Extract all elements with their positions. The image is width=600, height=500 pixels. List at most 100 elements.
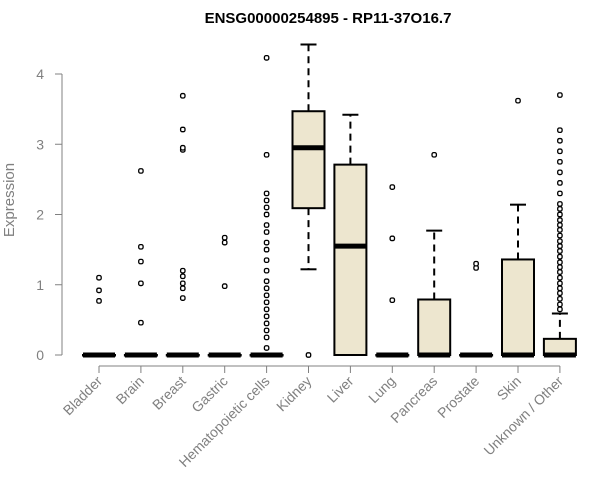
y-tick-label: 1 [36,277,44,293]
box-group [207,234,242,358]
box-group [375,184,410,358]
box-group [291,43,326,358]
box-group [542,92,577,358]
outlier-point [179,273,186,280]
outlier-point [263,313,270,320]
y-tick-label: 4 [36,66,44,82]
outlier-point [263,299,270,306]
outlier-point [263,292,270,299]
outlier-point [557,280,563,287]
box [291,110,326,210]
outlier-point [557,169,563,176]
outlier-point [557,285,563,292]
box [417,298,452,357]
outlier-point [557,211,563,218]
outlier-point [389,297,396,304]
outlier-point [263,222,270,228]
y-tick-label: 0 [36,347,44,363]
outlier-point [263,345,270,351]
y-axis-label: Expression [1,163,18,237]
boxes-layer [82,43,577,358]
outlier-point [179,144,186,151]
outlier-point [557,217,563,223]
outlier-point [389,184,396,190]
outlier-point [557,148,563,155]
outlier-point [96,298,102,304]
x-tick-label: Pancreas [387,373,440,426]
box-group [123,168,158,358]
x-tick-label: Brain [113,373,147,407]
outlier-point [138,319,144,326]
x-tick-label: Breast [149,373,189,413]
outlier-point [263,190,270,197]
x-tick-label: Kidney [273,373,315,415]
outlier-point [263,211,270,218]
outlier-point [557,190,563,197]
outlier-point [96,274,102,281]
outlier-point [557,206,563,212]
outlier-point [263,278,270,285]
box-group [459,260,494,358]
box-group [249,54,284,358]
outlier-point [557,243,563,249]
outlier-point [557,259,563,266]
outlier-point [557,253,563,260]
outlier-point [263,320,270,327]
outlier-point [557,201,563,207]
outlier-point [557,222,563,228]
outlier-point [557,227,563,233]
outlier-point [557,306,563,313]
y-axis: 0 1 2 3 4 [36,66,63,363]
outlier-point [305,352,312,358]
box-group [501,97,535,358]
outlier-point [557,137,563,144]
outlier-point [96,287,102,294]
box-group [165,92,200,358]
outlier-point [557,238,563,245]
outlier-point [263,267,270,274]
outlier-point [221,239,228,246]
outlier-point [138,168,144,174]
outlier-point [557,264,563,271]
outlier-point [263,246,270,253]
outlier-point [263,197,270,204]
box-group [82,274,116,358]
outlier-point [263,334,270,341]
outlier-point [557,274,563,281]
outlier-point [263,204,270,211]
outlier-point [138,243,144,250]
outlier-point [557,127,563,134]
outlier-point [179,280,186,287]
outlier-point [473,260,479,267]
box-group [333,113,368,356]
outlier-point [557,269,563,275]
outlier-point [221,283,228,290]
outlier-point [179,92,186,99]
outlier-point [263,257,270,264]
outlier-point [515,97,521,104]
outlier-point [557,248,563,254]
outlier-point [179,285,186,292]
y-tick-label: 2 [36,207,44,223]
outlier-point [263,151,270,158]
outlier-point [263,285,270,292]
outlier-point [138,258,144,265]
x-tick-label: Skin [494,373,525,404]
outlier-point [179,126,186,133]
outlier-point [389,235,396,242]
chart-title: ENSG00000254895 - RP11-37O16.7 [205,10,452,27]
outlier-point [263,229,270,235]
outlier-point [557,290,563,297]
x-tick-label: Liver [324,373,357,406]
outlier-point [557,180,563,186]
outlier-point [263,306,270,313]
x-tick-label: Unknown / Other [480,373,566,459]
box-group [417,151,452,358]
outlier-point [263,239,270,246]
x-tick-label: Bladder [60,373,106,419]
outlier-point [557,295,563,302]
outlier-point [221,234,228,241]
outlier-point [179,295,186,301]
